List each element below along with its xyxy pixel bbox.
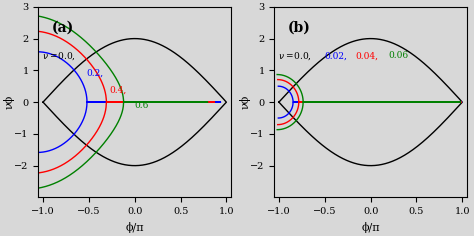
X-axis label: ϕ/π: ϕ/π: [361, 222, 380, 233]
Text: 0.04,: 0.04,: [355, 51, 378, 60]
X-axis label: ϕ/π: ϕ/π: [126, 222, 144, 233]
Text: $\nu$ =0.0,: $\nu$ =0.0,: [278, 50, 312, 62]
Text: 0.2,: 0.2,: [87, 68, 104, 77]
Text: (a): (a): [52, 20, 74, 34]
Text: 0.4,: 0.4,: [109, 86, 127, 95]
Text: 0.02,: 0.02,: [324, 51, 347, 60]
Text: (b): (b): [288, 20, 310, 34]
Text: 0.06: 0.06: [388, 51, 408, 60]
Text: $\nu$ =0.0,: $\nu$ =0.0,: [42, 50, 76, 62]
Y-axis label: νϕ: νϕ: [239, 95, 250, 109]
Y-axis label: νϕ: νϕ: [3, 95, 14, 109]
Text: 0.6: 0.6: [135, 101, 149, 110]
